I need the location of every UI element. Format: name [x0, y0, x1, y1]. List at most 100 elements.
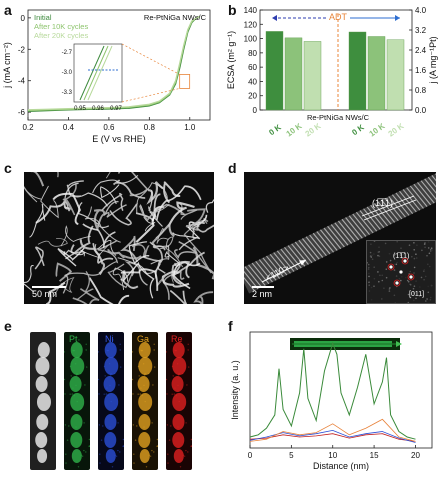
inset-x-tick-a: 0.96	[92, 106, 104, 112]
map-speckle-e	[152, 384, 154, 386]
map-speckle-e	[168, 439, 171, 441]
nanowire-c	[92, 175, 139, 194]
nanowire-c	[178, 225, 200, 251]
fft-noise-d	[426, 254, 428, 257]
lattice-fringe-d	[284, 246, 302, 269]
nanowire-c	[88, 277, 130, 304]
lattice-fringe-d	[244, 269, 255, 292]
zoom-guide-a-2	[121, 88, 180, 103]
lattice-fringe-d	[431, 175, 436, 197]
map-speckle-e	[137, 393, 139, 395]
map-speckle-e	[74, 363, 77, 365]
map-speckle-e	[153, 349, 155, 351]
lattice-fringe-d	[377, 201, 396, 223]
lattice-fringe-d	[341, 218, 360, 241]
fft-noise-d	[420, 276, 423, 279]
map-speckle-e	[139, 393, 141, 395]
ni-map: Ni	[97, 332, 125, 470]
nanowire-c	[103, 200, 127, 218]
map-blob-e	[172, 342, 185, 358]
fft-spot-d	[409, 275, 413, 279]
arrowhead-left-b	[272, 15, 277, 21]
map-speckle-e	[98, 424, 101, 426]
scalebar-c	[32, 286, 66, 288]
fft-noise-d	[396, 240, 398, 243]
map-speckle-e	[166, 393, 168, 395]
map-speckle-e	[165, 378, 168, 381]
lattice-fringe-d	[420, 180, 436, 202]
map-speckle-e	[71, 393, 73, 395]
bar-j-1	[367, 36, 386, 111]
map-speckle-e	[69, 365, 72, 368]
map-speckle-e	[80, 372, 82, 375]
nanowire-c	[40, 185, 59, 219]
map-speckle-e	[102, 425, 104, 427]
map-speckle-e	[132, 393, 134, 395]
fft-noise-d	[377, 251, 380, 253]
map-speckle-e	[136, 425, 138, 427]
map-speckle-e	[141, 394, 143, 397]
map-speckle-e	[110, 372, 112, 375]
map-speckle-e	[106, 350, 109, 352]
nanowire-c	[148, 190, 163, 227]
fft-noise-d	[393, 269, 396, 271]
ni-label: Ni	[105, 334, 114, 344]
map-speckle-e	[99, 462, 101, 464]
fft-noise-d	[373, 285, 375, 287]
fft-noise-d	[429, 298, 432, 301]
x-tick-label-a: 1.0	[184, 123, 196, 132]
map-speckle-e	[140, 387, 142, 389]
fft-noise-d	[429, 296, 432, 299]
y-tick-label-a: -4	[18, 77, 26, 86]
fft-noise-d	[418, 295, 421, 297]
map-speckle-e	[132, 424, 135, 426]
series-line-a-2	[27, 15, 201, 111]
map-speckle-e	[190, 438, 193, 441]
scalebar-label-d: 2 nm	[252, 289, 273, 299]
map-blob-e	[70, 342, 83, 358]
fft-noise-d	[413, 272, 415, 274]
category-label-b-5: 20 K	[387, 121, 406, 138]
map-speckle-e	[81, 455, 84, 457]
map-speckle-e	[66, 439, 69, 441]
bar-j-2	[386, 39, 405, 111]
fft-noise-d	[377, 254, 379, 257]
map-blob-e	[172, 414, 185, 430]
map-speckle-e	[119, 349, 121, 351]
fft-noise-d	[394, 302, 397, 304]
map-speckle-e	[106, 387, 108, 389]
lattice-fringe-d	[417, 182, 435, 204]
zone-axis-label: [011]	[409, 291, 425, 298]
fft-noise-d	[369, 251, 372, 254]
map-speckle-e	[122, 445, 125, 447]
map-speckle-e	[178, 400, 180, 403]
chart-b: 0 20 40 60 80 100 120 140 0.0 0.8 1.6 2.4 3.2 4.0 ECSA…	[226, 6, 438, 138]
fft-noise-d	[401, 275, 403, 278]
map-speckle-e	[131, 351, 134, 353]
fft-spot-label: (1̅1̅1)	[393, 253, 410, 260]
y-tick-label-b: 60	[248, 63, 257, 72]
map-speckle-e	[114, 454, 116, 456]
fft-noise-d	[393, 263, 396, 265]
x-tick-label-f: 10	[328, 451, 337, 460]
fft-noise-d	[398, 278, 401, 280]
fft-noise-d	[427, 291, 430, 294]
map-speckle-e	[177, 426, 179, 428]
map-blob-e	[173, 449, 184, 463]
category-label-b-1: 10 K	[285, 121, 304, 138]
x-tick-label-f: 5	[289, 451, 294, 460]
lattice-fringe-d	[244, 267, 259, 290]
map-speckle-e	[144, 400, 146, 403]
map-blob-e	[138, 357, 153, 375]
map-speckle-e	[133, 462, 135, 464]
map-speckle-e	[177, 384, 179, 387]
chart-f: 0 5 10 15 20 Distance (nm) Intensity (a. u.)	[230, 331, 433, 471]
map-speckle-e	[138, 375, 140, 377]
lattice-fringe-d	[355, 211, 374, 234]
map-speckle-e	[75, 384, 77, 387]
map-speckle-e	[180, 356, 182, 358]
nanowire-c	[169, 289, 188, 304]
map-speckle-e	[64, 424, 67, 426]
lattice-fringe-d	[348, 215, 367, 237]
map-speckle-e	[83, 449, 85, 452]
